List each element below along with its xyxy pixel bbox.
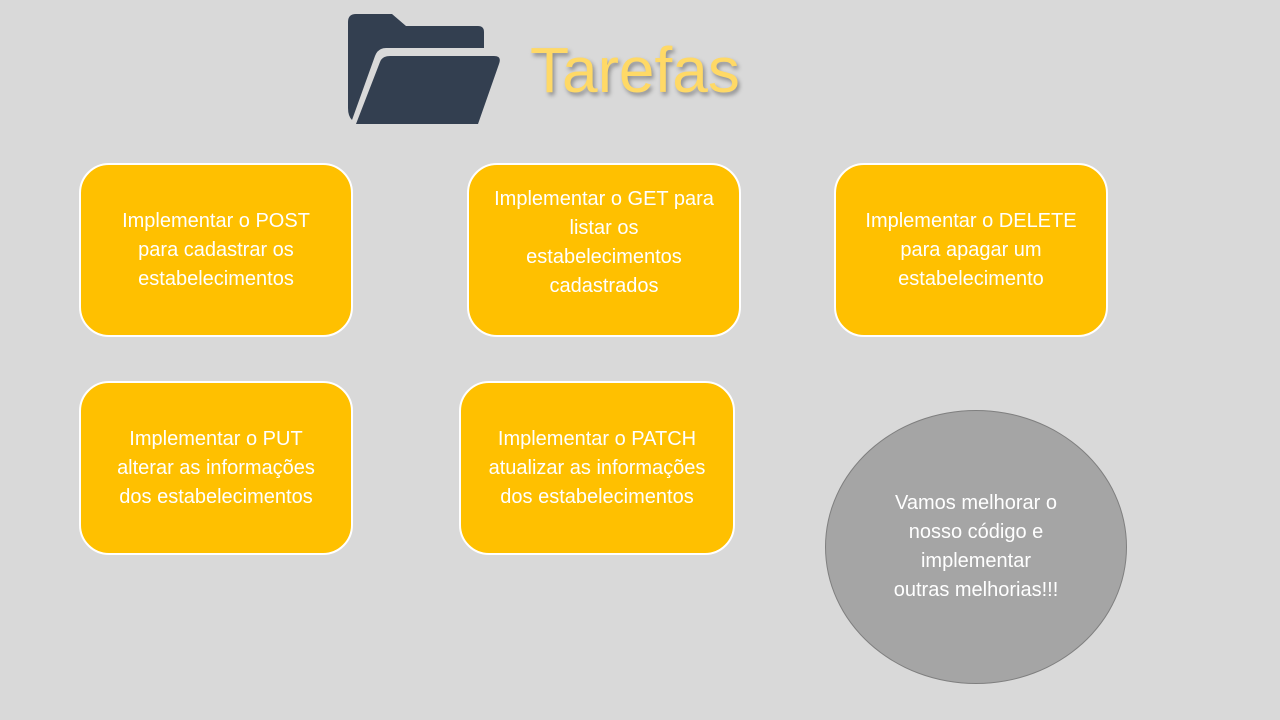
note-line: implementar — [920, 550, 1032, 572]
task-line: atualizar as informações — [488, 456, 706, 479]
task-card-post: Implementar o POST para cadastrar os est… — [79, 163, 353, 337]
task-line: para apagar um — [900, 238, 1042, 261]
task-line: Implementar o PUT — [129, 427, 303, 450]
task-card-text: Implementar o PATCH atualizar as informa… — [489, 425, 706, 512]
task-card-text: Implementar o POST para cadastrar os est… — [122, 207, 310, 294]
task-line: dos estabelecimentos — [500, 485, 694, 508]
note-line: Vamos melhorar o — [895, 492, 1057, 514]
task-card-put: Implementar o PUT alterar as informações… — [79, 381, 353, 555]
folder-open-icon — [348, 14, 500, 124]
note-line: outras melhorias!!! — [893, 579, 1059, 601]
task-line: estabelecimentos — [526, 246, 682, 268]
task-card-patch: Implementar o PATCH atualizar as informa… — [459, 381, 735, 555]
task-card-get: Implementar o GET para listar os estabel… — [467, 163, 741, 337]
page-title: Tarefas — [530, 34, 740, 106]
task-card-text: Implementar o GET para listar os estabel… — [494, 185, 714, 301]
task-line: Implementar o DELETE — [865, 209, 1077, 232]
task-card-text: Implementar o PUT alterar as informações… — [117, 425, 315, 512]
improvements-note-circle: Vamos melhorar o nosso código e implemen… — [825, 410, 1127, 684]
note-line: nosso código e — [908, 521, 1044, 543]
task-line: para cadastrar os — [138, 238, 294, 261]
task-card-text: Implementar o DELETE para apagar um esta… — [865, 207, 1076, 294]
task-card-delete: Implementar o DELETE para apagar um esta… — [834, 163, 1108, 337]
task-line: estabelecimentos — [138, 267, 294, 290]
note-text: Vamos melhorar o nosso código e implemen… — [894, 489, 1059, 605]
task-line: cadastrados — [549, 275, 659, 297]
task-line: listar os — [569, 217, 639, 239]
task-line: estabelecimento — [898, 267, 1044, 290]
task-line: Implementar o GET para — [494, 188, 714, 210]
task-line: Implementar o PATCH — [497, 427, 697, 450]
task-line: dos estabelecimentos — [119, 485, 313, 508]
task-line: Implementar o POST — [122, 209, 310, 232]
task-line: alterar as informações — [117, 456, 315, 479]
